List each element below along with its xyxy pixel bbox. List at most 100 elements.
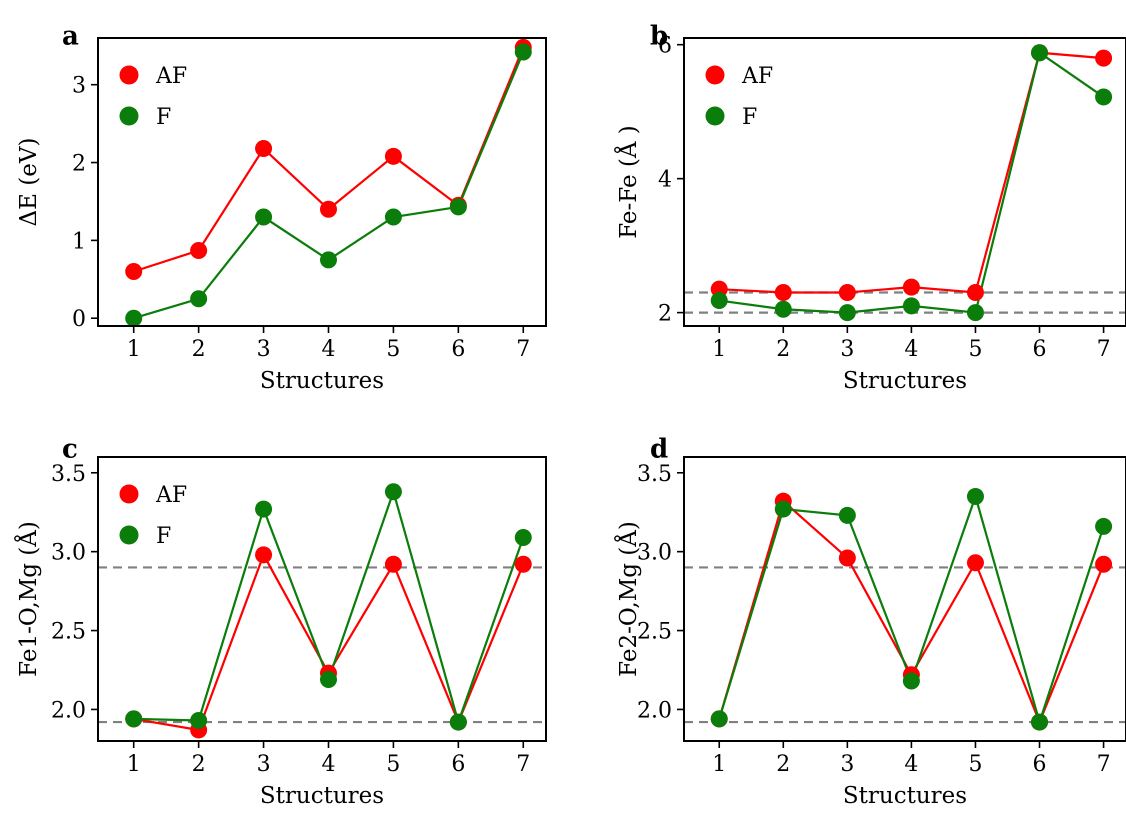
data-point-f	[449, 198, 467, 216]
panel-label: c	[62, 434, 78, 464]
data-point-f	[1095, 88, 1113, 106]
data-point-f	[1031, 713, 1049, 731]
legend-label-f: F	[156, 105, 171, 130]
data-point-f	[125, 309, 143, 327]
data-point-af	[255, 546, 273, 564]
x-tick-label: 6	[1033, 752, 1047, 777]
chart-panel-d: d 1 2 3 4 5 6 7 2.0 2.5 3.0 3.5 Structures Fe2-O,Mg (…	[614, 434, 1126, 809]
chart-panel-c: c 1 2 3 4 5 6 7 2.0 2.5 3.0 3.5 Structures Fe1-O,Mg (…	[14, 434, 547, 809]
x-tick-label: 4	[904, 752, 918, 777]
series-line-f	[719, 50, 1105, 314]
y-tick-label: 3.0	[637, 541, 672, 566]
x-tick-label: 7	[516, 337, 530, 362]
data-point-f	[319, 670, 337, 688]
data-point-f	[710, 292, 728, 310]
x-tick-label: 3	[257, 337, 271, 362]
legend-marker-af	[119, 484, 139, 504]
chart-panel-a: a 1 2 3 4 5 6 7 0 1 2 3 Structures ΔE (eV) AF F	[16, 21, 547, 394]
data-point-af	[514, 555, 532, 573]
legend-marker-f	[705, 106, 725, 126]
data-point-f	[838, 304, 856, 322]
plot-frame	[97, 37, 547, 327]
data-point-f	[710, 710, 728, 728]
data-point-f	[255, 208, 273, 226]
x-tick-label: 4	[321, 337, 335, 362]
data-point-af	[1095, 555, 1113, 573]
data-point-f	[319, 251, 337, 269]
legend-label-f: F	[156, 524, 171, 549]
series-line-af	[719, 51, 1104, 294]
data-point-af	[319, 200, 337, 218]
data-point-af	[190, 241, 208, 259]
data-point-f	[514, 43, 532, 61]
x-tick-label: 4	[904, 337, 918, 362]
data-point-af	[838, 549, 856, 567]
data-point-f	[125, 710, 143, 728]
data-point-f	[384, 483, 402, 501]
data-point-f	[255, 500, 273, 518]
x-tick-label: 2	[776, 752, 790, 777]
y-axis-label: Fe-Fe (Å )	[614, 125, 642, 239]
x-tick-label: 1	[127, 337, 141, 362]
data-point-f	[774, 300, 792, 318]
x-tick-label: 3	[840, 752, 854, 777]
data-point-af	[966, 284, 984, 302]
data-point-f	[190, 290, 208, 308]
data-point-f	[1095, 517, 1113, 535]
data-point-f	[902, 672, 920, 690]
y-tick-label: 6	[658, 34, 672, 59]
x-tick-label: 5	[386, 337, 400, 362]
chart-panel-b: b 1 2 3 4 5 6 7 2 4 6 Structures Fe-Fe (Å ) AF F	[614, 21, 1126, 394]
x-tick-label: 4	[321, 752, 335, 777]
x-axis-label: Structures	[260, 368, 384, 394]
x-tick-label: 6	[451, 752, 465, 777]
x-tick-label: 5	[968, 337, 982, 362]
x-axis-label: Structures	[843, 368, 967, 394]
y-axis-label: Fe2-O,Mg (Å)	[614, 521, 642, 677]
legend-marker-af	[705, 65, 725, 85]
x-tick-label: 1	[127, 752, 141, 777]
data-point-f	[774, 500, 792, 518]
data-point-f	[1031, 44, 1049, 62]
x-tick-label: 1	[712, 752, 726, 777]
x-tick-label: 1	[712, 337, 726, 362]
y-tick-label: 2.0	[637, 698, 672, 723]
data-point-af	[966, 554, 984, 572]
y-tick-label: 2.0	[51, 698, 86, 723]
x-tick-label: 2	[192, 752, 206, 777]
y-tick-label: 2	[72, 152, 86, 177]
data-point-af	[902, 278, 920, 296]
x-tick-label: 3	[257, 752, 271, 777]
data-point-f	[838, 506, 856, 524]
x-tick-label: 7	[516, 752, 530, 777]
data-point-f	[902, 297, 920, 315]
x-tick-label: 5	[386, 752, 400, 777]
y-tick-label: 0	[72, 307, 86, 332]
data-point-af	[125, 263, 143, 281]
y-tick-label: 4	[658, 168, 672, 193]
data-point-af	[838, 284, 856, 302]
plot-frame	[683, 37, 1126, 327]
data-point-af	[255, 140, 273, 158]
y-tick-label: 3.0	[51, 541, 86, 566]
x-tick-label: 3	[840, 337, 854, 362]
x-axis-label: Structures	[843, 783, 967, 809]
panel-label: a	[62, 21, 79, 51]
legend-label-f: F	[742, 105, 757, 130]
x-tick-label: 6	[451, 337, 465, 362]
panel-label: b	[650, 21, 668, 51]
legend-label-af: AF	[741, 64, 773, 89]
data-point-f	[449, 713, 467, 731]
x-tick-label: 2	[776, 337, 790, 362]
series-line-af	[133, 46, 525, 273]
y-tick-label: 2.5	[51, 620, 86, 645]
legend-marker-f	[119, 525, 139, 545]
data-point-f	[966, 487, 984, 505]
x-axis-label: Structures	[260, 783, 384, 809]
y-axis-label: ΔE (eV)	[16, 138, 42, 227]
y-tick-label: 2.5	[637, 620, 672, 645]
legend: AF F	[119, 64, 187, 130]
legend: AF F	[119, 483, 187, 549]
legend: AF F	[705, 64, 773, 130]
